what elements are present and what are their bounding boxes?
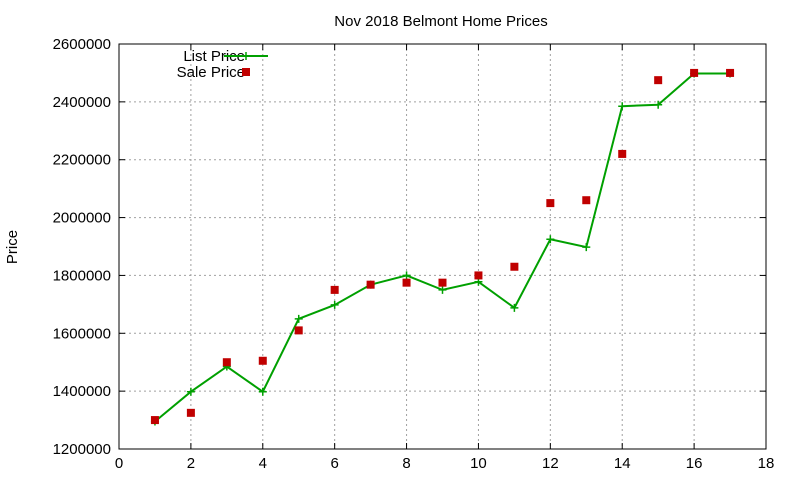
y-tick-label: 2200000 (53, 152, 111, 169)
x-tick-label: 0 (115, 455, 123, 472)
sale-price-point (186, 408, 195, 417)
list-price-point (438, 285, 447, 294)
sale-price-point (150, 416, 159, 425)
series-sale-price (150, 68, 735, 425)
x-tick-label: 4 (259, 455, 267, 472)
sale-price-point (294, 326, 303, 335)
list-price-point (294, 314, 303, 323)
plot-frame (118, 43, 767, 450)
x-axis: 0 2 4 6 8 10 12 14 16 18 (115, 44, 775, 472)
sale-price-point (402, 278, 411, 287)
sale-price-point (330, 285, 339, 294)
x-tick-label: 10 (470, 455, 487, 472)
x-tick-label: 18 (758, 455, 775, 472)
sale-price-point (366, 280, 375, 289)
y-tick-label: 2000000 (53, 210, 111, 227)
sale-price-point (654, 76, 663, 85)
list-price-point (510, 303, 519, 312)
y-tick-label: 1800000 (53, 267, 111, 284)
x-tick-label: 16 (686, 455, 703, 472)
sale-price-point (510, 262, 519, 271)
y-tick-label: 1400000 (53, 383, 111, 400)
chart-title: Nov 2018 Belmont Home Prices (334, 13, 547, 30)
legend-swatch-marker (242, 68, 250, 76)
x-tick-label: 8 (402, 455, 410, 472)
x-tick-label: 2 (187, 455, 195, 472)
list-price-point (618, 102, 627, 111)
y-tick-label: 2400000 (53, 94, 111, 111)
x-tick-label: 14 (614, 455, 631, 472)
list-price-point (654, 100, 663, 109)
sale-price-point (618, 149, 627, 158)
list-price-point (186, 387, 195, 396)
y-axis-label: Price (4, 230, 21, 264)
list-price-point (330, 300, 339, 309)
sale-price-point (690, 68, 699, 77)
sale-price-point (258, 356, 267, 365)
x-tick-label: 12 (542, 455, 559, 472)
list-price-line (154, 72, 731, 423)
y-tick-label: 2600000 (53, 36, 111, 53)
sale-price-point (546, 199, 555, 208)
sale-price-point (726, 68, 735, 77)
list-price-point (546, 235, 555, 244)
sale-price-point (222, 358, 231, 367)
sale-price-point (474, 271, 483, 280)
sale-price-point (438, 278, 447, 287)
list-price-point (258, 387, 267, 396)
sale-price-point (582, 196, 591, 205)
y-tick-label: 1600000 (53, 325, 111, 342)
legend-label: List Price (183, 48, 245, 65)
series (150, 68, 735, 426)
legend-swatch-marker (242, 52, 250, 60)
y-axis: 1200000 1400000 1600000 1800000 2000000 22000… (53, 36, 766, 458)
list-price-point (402, 271, 411, 280)
y-tick-label: 1200000 (53, 441, 111, 458)
grid (119, 44, 766, 449)
series-list-price (150, 69, 735, 426)
legend-label: Sale Price (177, 64, 245, 81)
list-price-point (582, 243, 591, 252)
x-tick-label: 6 (330, 455, 338, 472)
